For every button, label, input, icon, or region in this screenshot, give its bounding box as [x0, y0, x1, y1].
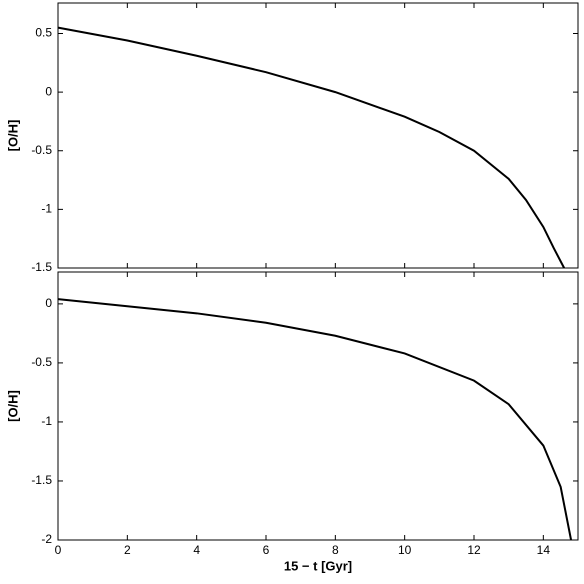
y-tick-label: -0.5 [31, 355, 52, 369]
x-tick-label: 0 [55, 543, 62, 557]
x-tick-label: 10 [398, 543, 412, 557]
y-tick-label: 0 [45, 296, 52, 310]
plot-frame [57, 271, 579, 541]
y-tick-label: -1.5 [31, 260, 52, 274]
y-tick-label: -1 [41, 202, 52, 216]
data-line [57, 298, 573, 541]
x-tick-label: 2 [124, 543, 131, 557]
y-tick-label: 0.5 [35, 26, 52, 40]
x-tick-label: 12 [467, 543, 481, 557]
x-tick-label: 4 [193, 543, 200, 557]
plot-frame [57, 2, 579, 269]
x-axis-label: 15 − t [Gyr] [284, 558, 352, 573]
y-tick-label: -0.5 [31, 143, 52, 157]
y-tick-label: 0 [45, 84, 52, 98]
x-tick-label: 6 [263, 543, 270, 557]
y-tick-label: -1 [41, 414, 52, 428]
x-tick-label: 14 [537, 543, 551, 557]
data-line [57, 26, 566, 269]
x-tick-label: 8 [332, 543, 339, 557]
y-axis-label: [O/H] [5, 390, 20, 422]
y-tick-label: -1.5 [31, 473, 52, 487]
y-tick-label: -2 [41, 532, 52, 546]
y-axis-label: [O/H] [5, 120, 20, 152]
